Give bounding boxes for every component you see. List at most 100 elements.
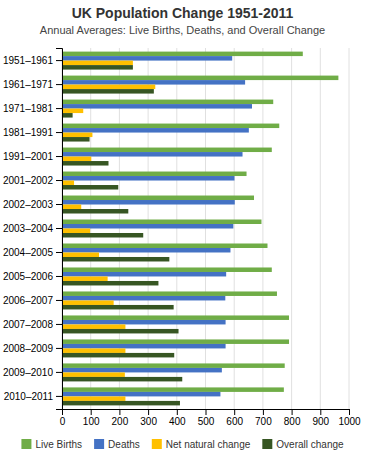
y-tick-mark [56,204,62,205]
bar [62,320,226,324]
bar [62,291,277,295]
x-tick-mark [119,409,120,415]
grid [62,48,349,409]
bar [62,205,81,209]
bar [62,229,90,233]
y-tick-mark [56,108,62,109]
y-tick: 2006–2007 [3,295,62,306]
y-tick-mark [56,348,62,349]
bar [62,281,158,285]
bar [62,396,125,400]
bar [62,248,230,252]
bar [62,368,222,372]
bar [62,372,125,376]
bar [62,152,243,156]
bar [62,344,226,348]
bar [62,257,169,261]
bar [62,185,118,189]
y-tick-label: 2003–2004 [3,223,53,234]
bar [62,329,179,333]
y-tick: 1981–1991 [3,127,62,138]
chart: UK Population Change 1951-2011 Annual Ave… [0,0,365,459]
bar [62,243,267,247]
bar [62,124,279,128]
x-tick-label: 1000 [338,416,361,427]
x-tick: 800 [284,409,301,427]
y-tick-label: 2002–2003 [3,199,53,210]
bar [62,401,180,405]
plot: 010020030040050060070080090010001951–196… [3,48,361,427]
bar [62,61,133,65]
x-tick-label: 400 [169,416,186,427]
bar-series [62,52,338,392]
title: UK Population Change 1951-2011 [72,5,294,21]
y-tick-label: 1971–1981 [3,103,53,114]
y-tick-mark [56,180,62,181]
legend: Live BirthsDeathsNet natural changeOvera… [21,439,344,450]
y-tick-mark [56,228,62,229]
subtitle: Annual Averages: Live Births, Deaths, an… [40,24,325,36]
y-tick: 2008–2009 [3,343,62,354]
grid-line [349,48,350,409]
bar [62,157,91,161]
bar [62,324,125,328]
x-tick: 600 [226,409,243,427]
bar-series [62,61,155,401]
y-tick: 2010–2011 [4,391,62,402]
legend-label: Live Births [35,439,82,450]
x-tick-label: 700 [255,416,272,427]
legend-swatch [94,439,104,449]
legend-swatch [262,439,272,449]
legend-swatch [21,439,31,449]
y-tick-mark [56,132,62,133]
x-axis-line [63,410,350,416]
x-tick-mark [349,409,350,415]
y-tick-mark [56,156,62,157]
legend-swatch [152,439,162,449]
bar [62,387,284,391]
legend-label: Deaths [108,439,140,450]
x-tick-label: 300 [140,416,157,427]
bar [62,176,234,180]
bar [62,104,252,108]
y-tick-mark [56,396,62,397]
bar [62,252,99,256]
x-tick-label: 200 [112,416,129,427]
y-tick: 2001–2002 [3,175,62,186]
bar [62,315,289,319]
y-tick: 1961–1971 [3,79,62,90]
grid-line [291,48,292,409]
x-tick-label: 600 [226,416,243,427]
legend-item: Net natural change [152,439,251,450]
y-tick-label: 2001–2002 [3,175,53,186]
x-tick-mark [234,409,235,415]
x-tick: 1000 [338,409,361,427]
bar [62,181,74,185]
y-tick: 2009–2010 [3,367,62,378]
bars [62,52,338,406]
bar [62,128,249,132]
y-tick: 2002–2003 [3,199,62,210]
bar [62,300,114,304]
y-tick-label: 1991–2001 [3,151,53,162]
bar [62,363,285,367]
y-tick: 1951–1961 [3,55,62,66]
y-tick-mark [56,324,62,325]
bar [62,224,233,228]
bar [62,348,125,352]
x-tick-mark [177,409,178,415]
legend-label: Net natural change [166,439,251,450]
bar [62,377,182,381]
bar [62,133,92,137]
bar [62,80,245,84]
y-tick: 2007–2008 [3,319,62,330]
y-tick: 1971–1981 [3,103,62,114]
bar [62,137,90,141]
x-tick-mark [148,409,149,415]
bar [62,272,226,276]
x-tick: 300 [140,409,157,427]
bar [62,353,174,357]
x-tick: 100 [83,409,100,427]
bar [62,85,155,89]
bar [62,52,303,56]
